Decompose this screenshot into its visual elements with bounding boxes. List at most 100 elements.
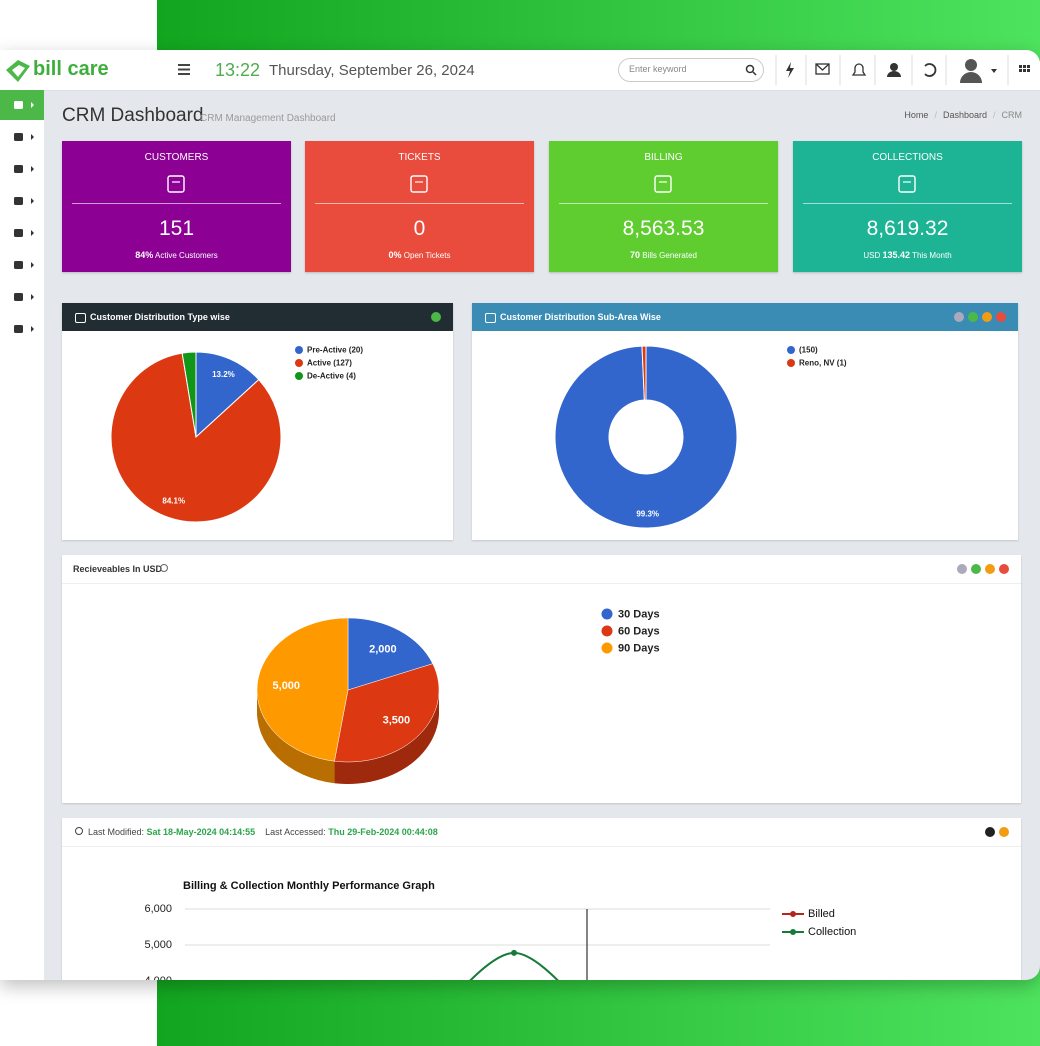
card-icon [410,175,428,193]
legend-label: Collection [808,926,856,938]
legend-marker [790,929,796,935]
y-tick-label: 6,000 [144,903,172,915]
legend-label: 60 Days [618,625,660,637]
panel-header: Customer Distribution Sub-Area Wise [472,303,1018,331]
panel: 99.3% (150) Reno, NV (1) Customer Distribut… [472,303,1018,540]
legend-label: Reno, NV (1) [799,359,847,368]
legend-label: 30 Days [618,608,660,620]
stat-card: BILLING 8,563.53 70 Bills Generated [549,141,778,272]
card-note: 84% Active Customers [62,250,291,260]
page-title: CRM Dashboard [62,105,204,126]
nav-caret [31,166,34,172]
icon-shape [167,175,185,193]
card-icon [654,175,672,193]
card-icon [898,175,916,193]
panel-button[interactable] [957,564,967,574]
legend-marker [601,642,613,654]
line [469,951,559,980]
search-icon[interactable] [745,64,757,76]
card-note-prefix: USD [863,251,881,260]
panel-button[interactable] [999,564,1009,574]
search-placeholder: Enter keyword [629,64,687,74]
panel-button[interactable] [985,827,995,837]
card-title: TICKETS [398,152,441,163]
nav-icon [14,133,23,141]
sidebar [0,90,44,980]
icon-shape [654,175,672,193]
breadcrumb-item[interactable]: Home [904,110,929,120]
panel-title: Recieveables In USD [73,564,163,574]
nav-caret [31,326,34,332]
stat-card: TICKETS 0 0% Open Tickets [305,141,534,272]
legend-marker [295,346,303,354]
panel-button[interactable] [982,312,992,322]
nav-caret [31,230,34,236]
panel-button[interactable] [996,312,1006,322]
legend-marker [790,911,796,917]
card-title: BILLING [644,152,683,163]
legend-label: (150) [799,346,818,355]
legend-marker [787,359,795,367]
card-note-strong: 0% [388,250,402,260]
nav-caret [31,262,34,268]
legend-marker [601,608,613,620]
breadcrumb-item: CRM [1001,110,1023,120]
panel-button[interactable] [999,827,1009,837]
panel-button[interactable] [971,564,981,574]
panel-button[interactable] [954,312,964,322]
legend-label: De-Active (4) [307,372,356,381]
sidebar-icons[interactable] [0,90,44,390]
card-note-strong: 84% [135,250,154,260]
menu-button[interactable] [178,64,190,75]
pie-slice [256,617,349,762]
card-note: 70 Bills Generated [549,250,778,260]
card-note-text: Active Customers [155,251,218,260]
meta-value: Sat 18-May-2024 04:14:55 [146,827,256,837]
chart: 99.3% (150) Reno, NV (1) [554,345,847,529]
clock: 13:22 [215,60,261,80]
card-note: USD 135.42 This Month [793,250,1022,260]
meta-info: Last Modified: Sat 18-May-2024 04:14:55 … [75,827,438,837]
content: CUSTOMERS 151 84% Active Customers TICKETS 0… [0,50,1040,980]
search-box[interactable]: Enter keyword [618,58,764,82]
value-label: 13.2% [212,370,235,379]
breadcrumb-separator: / [992,110,996,120]
pie-slice [334,663,440,763]
legend-label: Pre-Active (20) [307,346,363,355]
point [511,949,518,956]
breadcrumb: Home / Dashboard / CRM [904,110,1022,120]
breadcrumb-item[interactable]: Dashboard [942,110,987,120]
page-subtitle: CRM Management Dashboard [200,113,336,124]
panel-button[interactable] [431,312,441,322]
value-label: 3,500 [383,714,411,726]
card-note-text: Bills Generated [642,251,697,260]
nav-caret [31,134,34,140]
nav-icon [14,229,23,237]
card-note-text: This Month [912,251,952,260]
value-label: 99.3% [636,509,659,518]
panel-header: Recieveables In USD [62,555,1021,584]
card-divider [315,203,524,204]
top-bar: bill care 13:22 Thursday, September 26, … [0,50,1040,91]
y-tick-label: 4,000 [144,975,172,980]
nav-caret [31,294,34,300]
logo-icon [6,60,30,82]
card-note: 0% Open Tickets [305,250,534,260]
panel-button[interactable] [985,564,995,574]
panel-button[interactable] [968,312,978,322]
pie-slice [554,345,738,529]
legend-marker [295,372,303,380]
value-label: 2,000 [369,643,397,655]
toolbar-icons[interactable] [775,50,1040,90]
stat-card: CUSTOMERS 151 84% Active Customers [62,141,291,272]
nav-icon [14,101,23,109]
legend-marker [601,625,613,637]
value-label: 84.1% [162,496,185,505]
card-value: 8,563.53 [622,217,705,240]
legend-marker [295,359,303,367]
panel-icon [485,313,496,323]
legend-label: 90 Days [618,642,660,654]
panel: Billing & Collection Monthly Performance… [62,818,1021,980]
panel-title: Customer Distribution Sub-Area Wise [500,312,661,322]
